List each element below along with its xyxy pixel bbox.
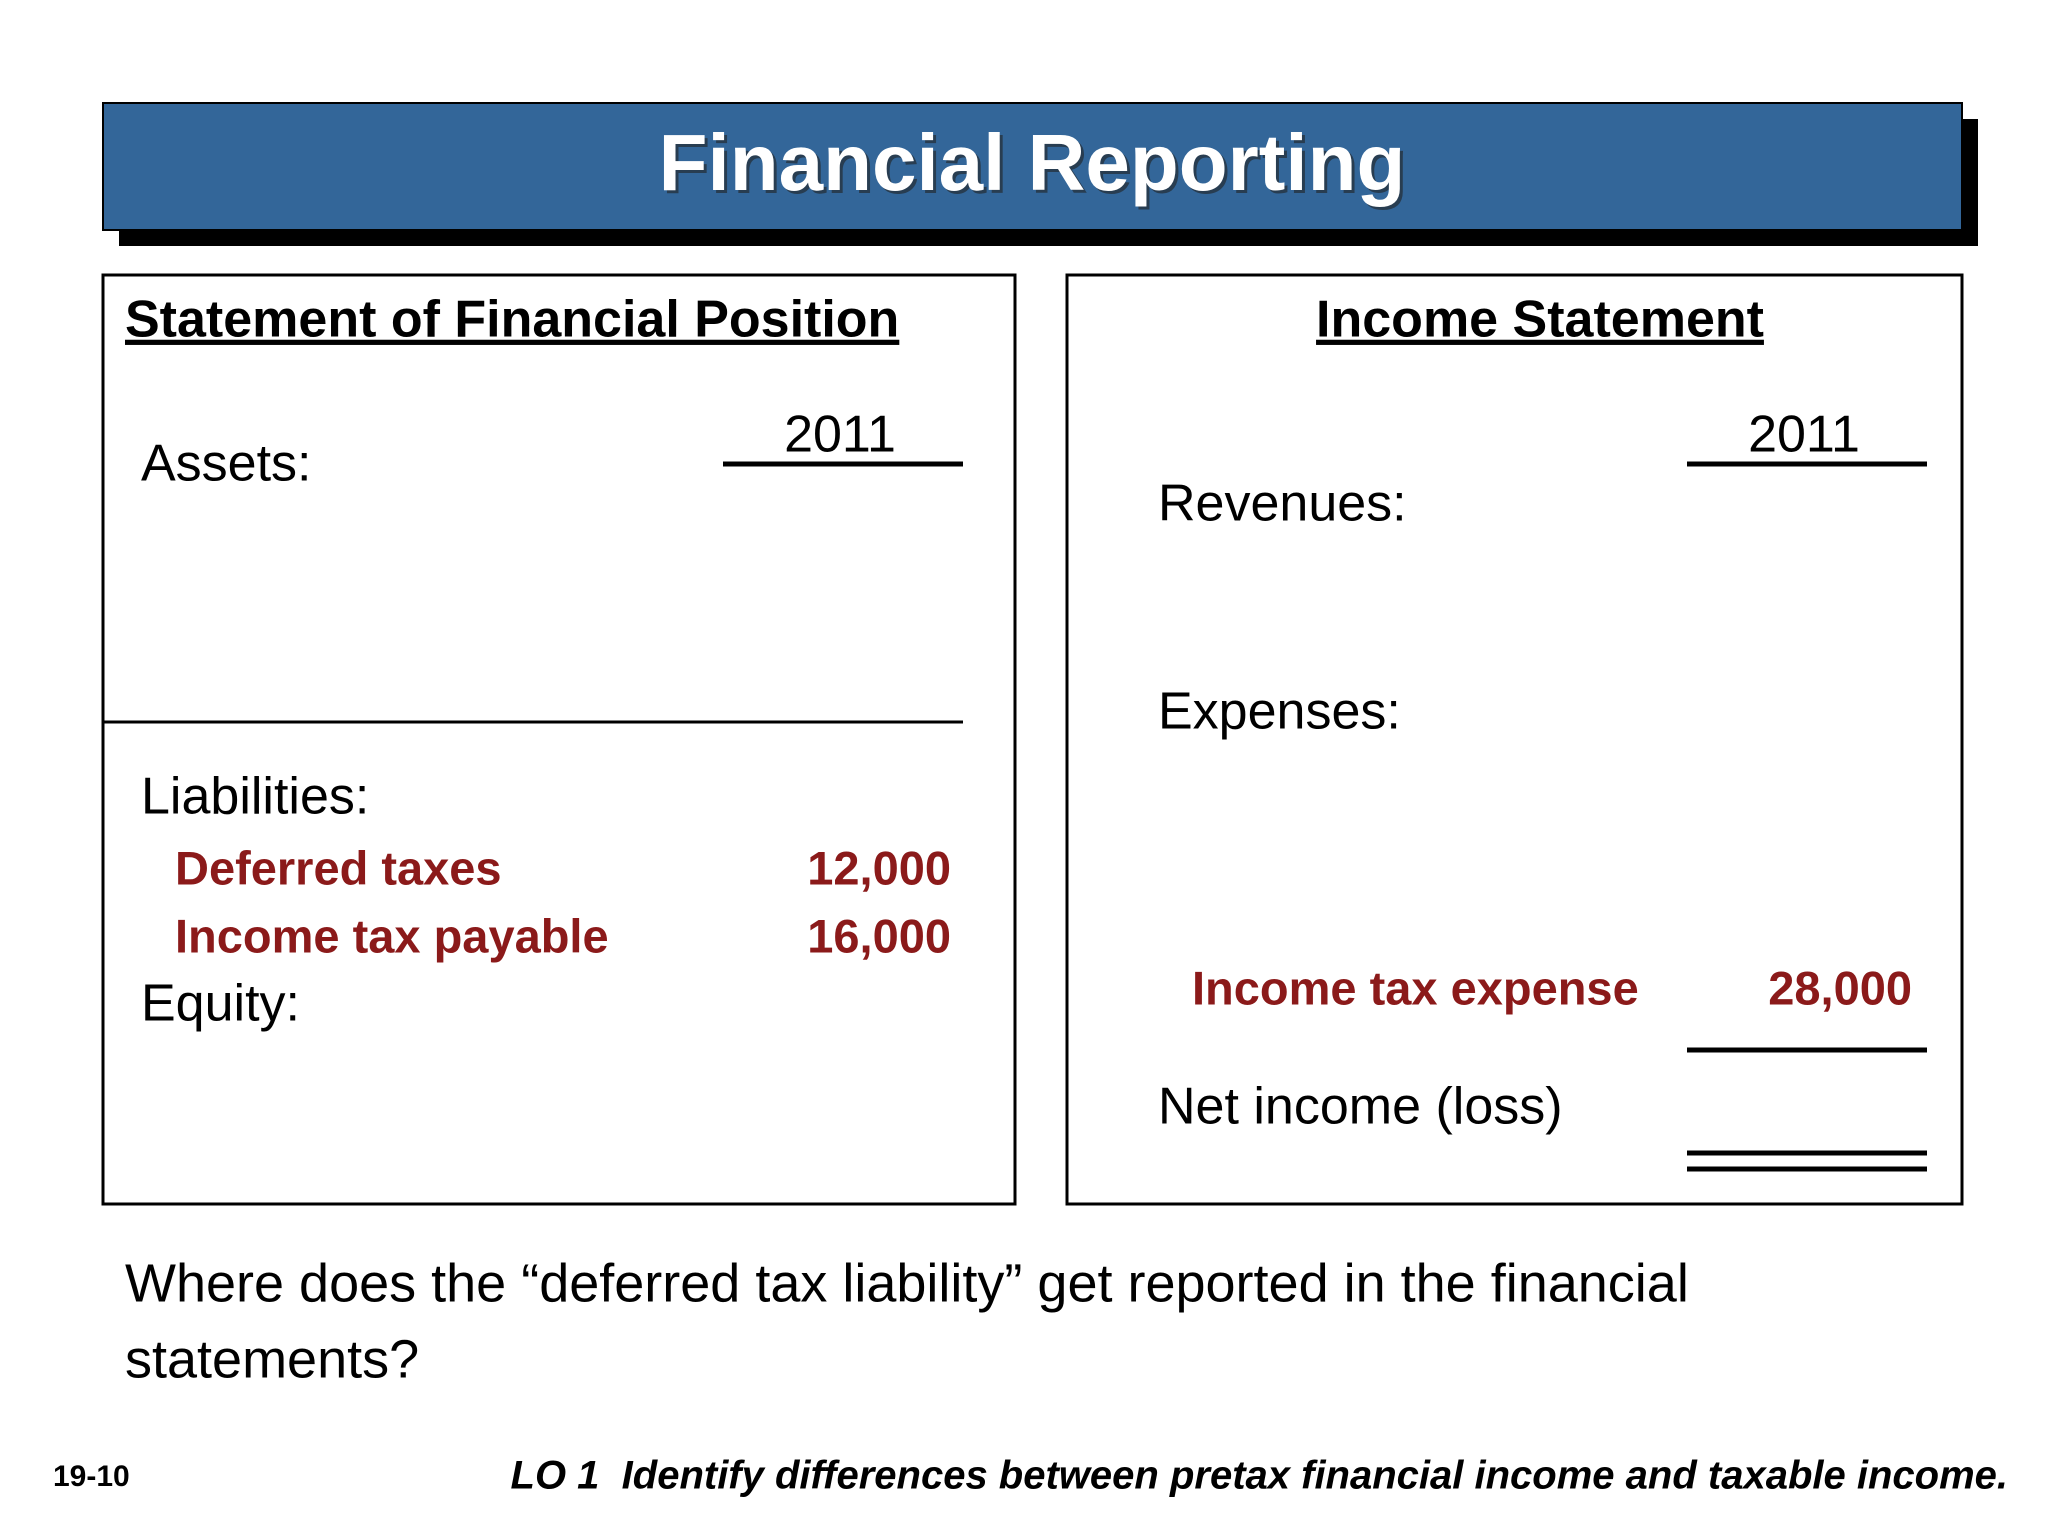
question-line: statements?	[125, 1329, 419, 1389]
left-year: 2011	[784, 406, 896, 464]
left-heading: Statement of Financial Position	[125, 291, 899, 349]
title-text-shadow: Financial Reporting	[662, 121, 1409, 210]
title-bar	[102, 102, 1963, 231]
equity-label: Equity:	[141, 975, 300, 1033]
left-panel	[101, 273, 1017, 1206]
revenues-label: Revenues:	[1158, 475, 1407, 533]
net-income-label: Net income (loss)	[1158, 1078, 1563, 1136]
assets-label: Assets:	[141, 435, 312, 493]
slide-number: 19-10	[53, 1460, 130, 1493]
item-label: Deferred taxes	[175, 841, 502, 894]
right-heading: Income Statement	[1316, 291, 1764, 349]
item-amount: 16,000	[807, 909, 951, 962]
right-panel	[1065, 273, 1964, 1206]
item-amount: 12,000	[807, 841, 951, 894]
item-label: Income tax payable	[175, 909, 609, 962]
expenses-label: Expenses:	[1158, 683, 1401, 741]
learning-objective: LO 1 Identify differences between pretax…	[511, 1454, 2008, 1498]
question-line: Where does the “deferred tax liability” …	[125, 1253, 1689, 1313]
title: Financial Reporting	[659, 118, 1406, 207]
item-label: Income tax expense	[1192, 961, 1639, 1014]
right-year: 2011	[1748, 406, 1860, 464]
item-amount: 28,000	[1768, 961, 1912, 1014]
liabilities-label: Liabilities:	[141, 768, 369, 826]
